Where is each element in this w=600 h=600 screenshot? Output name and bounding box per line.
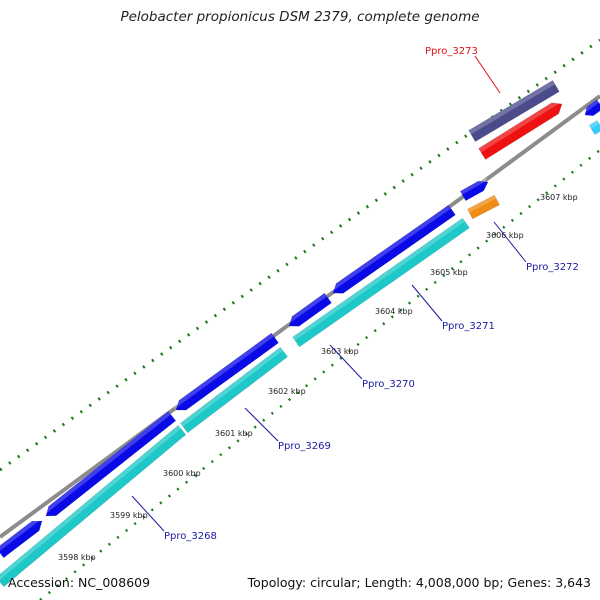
rna-feature-dark[interactable] xyxy=(468,80,560,142)
map-title: Pelobacter propionicus DSM 2379, complet… xyxy=(120,9,480,25)
tick-label: 3607 kbp xyxy=(540,193,578,202)
left-edge-feature[interactable] xyxy=(0,573,9,587)
gene-label-leader xyxy=(244,407,279,442)
gene-label-leader xyxy=(131,495,165,532)
orange-feature[interactable] xyxy=(467,194,500,220)
forward-cds-7[interactable] xyxy=(581,99,600,120)
gene-label[interactable]: Ppro_3270 xyxy=(362,379,415,390)
reverse-cds-3[interactable] xyxy=(292,217,470,348)
reverse-cds-2[interactable] xyxy=(180,346,288,434)
gene-label-leader xyxy=(493,221,527,263)
forward-cds-4[interactable] xyxy=(285,292,332,331)
gene-label[interactable]: Ppro_3271 xyxy=(442,321,495,332)
gene-label-leader xyxy=(411,284,443,322)
gene-label-leader xyxy=(474,55,501,94)
gene-label[interactable]: Ppro_3272 xyxy=(526,262,579,273)
inner-dot-track xyxy=(39,149,600,600)
gene-label[interactable]: Ppro_3273 xyxy=(425,46,478,57)
tick-label: 3601 kbp xyxy=(215,429,253,438)
tick-label: 3599 kbp xyxy=(110,511,148,520)
gene-label[interactable]: Ppro_3269 xyxy=(278,441,331,452)
outer-dot-track xyxy=(0,38,600,472)
tick-label: 3604 kbp xyxy=(375,307,413,316)
forward-cds-3[interactable] xyxy=(172,332,279,415)
forward-cds-2[interactable] xyxy=(42,410,177,520)
rna-feature-red[interactable] xyxy=(478,98,566,160)
gene-label[interactable]: Ppro_3268 xyxy=(164,531,217,542)
forward-cds-1[interactable] xyxy=(0,516,46,559)
tick-label: 3603 kbp xyxy=(321,347,359,356)
tick-label: 3602 kbp xyxy=(268,387,306,396)
genome-summary-text: Topology: circular; Length: 4,008,000 bp… xyxy=(247,575,591,590)
forward-cds-6[interactable] xyxy=(459,177,490,202)
accession-text: Accession: NC_008609 xyxy=(8,575,151,590)
gene-label-leader xyxy=(329,344,363,380)
tick-label: 3598 kbp xyxy=(58,553,96,562)
reverse-cds-4[interactable] xyxy=(588,119,600,136)
tick-label: 3605 kbp xyxy=(430,268,468,277)
tick-label: 3600 kbp xyxy=(163,469,201,478)
forward-cds-5[interactable] xyxy=(329,204,456,298)
